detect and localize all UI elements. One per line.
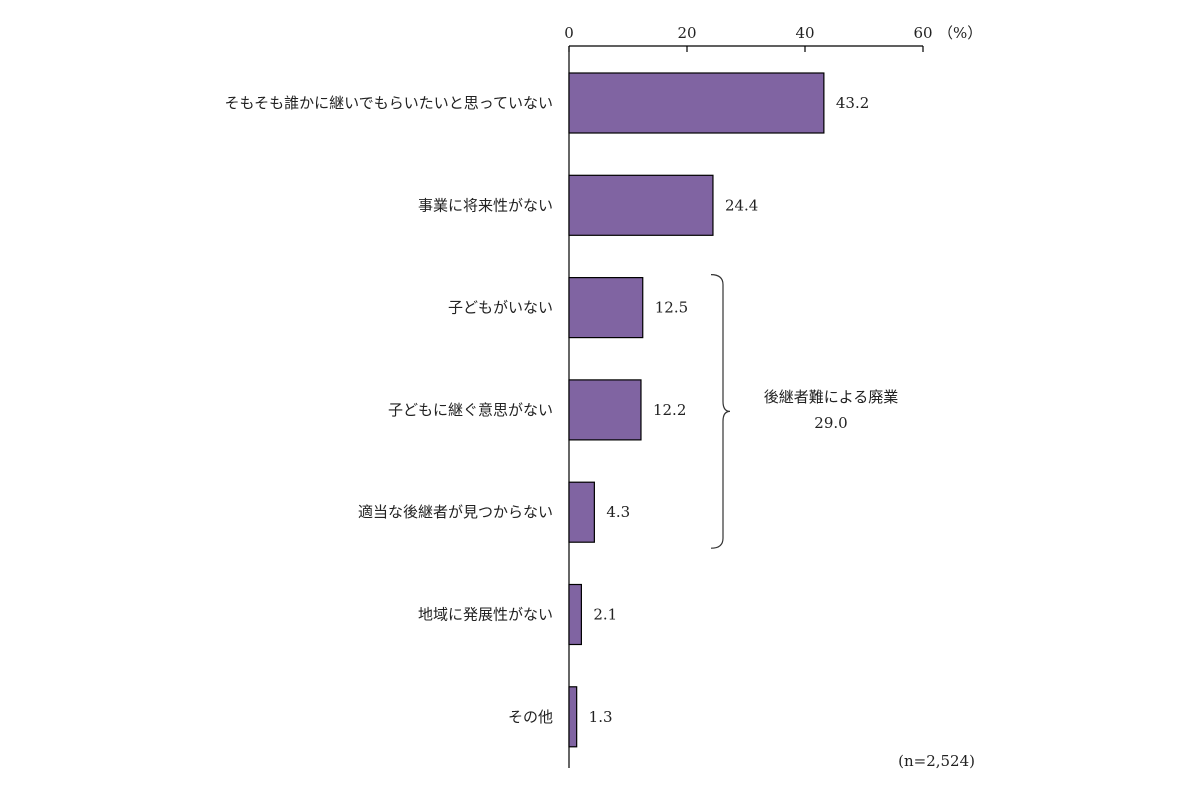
category-label: 事業に将来性がない	[418, 196, 553, 214]
category-label: その他	[508, 708, 553, 726]
bar	[568, 174, 714, 236]
bar	[568, 379, 642, 441]
x-tick-label: 40	[795, 24, 814, 42]
bar-value-label: 4.3	[606, 503, 630, 521]
bar	[568, 583, 582, 646]
category-label: そもそも誰かに継いでもらいたいと思っていない	[224, 94, 553, 112]
category-labels-group: そもそも誰かに継いでもらいたいと思っていない事業に将来性がない子どもがいない子ど…	[224, 94, 553, 726]
sample-size-note: (n=2,524)	[898, 752, 975, 770]
category-label: 地域に発展性がない	[418, 606, 553, 624]
successor-bracket	[710, 274, 731, 549]
bar	[568, 481, 595, 543]
bars-group: 43.2 24.4 12.5 12.2 4.3 2.1 1.3	[568, 72, 869, 748]
category-label: 子どもに継ぐ意思がない	[388, 401, 553, 419]
bar	[568, 72, 825, 134]
bar-value-label: 2.1	[593, 606, 617, 624]
x-tick-label: 60	[913, 24, 932, 42]
bracket-value-label: 29.0	[814, 414, 847, 432]
axis-unit-label: （%）	[938, 24, 982, 42]
successor-bracket-group: 後継者難による廃業 29.0	[710, 274, 899, 549]
bar-value-label: 24.4	[725, 196, 758, 214]
bar	[568, 686, 578, 748]
bracket-label: 後継者難による廃業	[764, 388, 899, 406]
bar-value-label: 12.2	[653, 401, 686, 419]
x-tick-label: 20	[677, 24, 696, 42]
x-axis: 0 20 40 60	[564, 24, 933, 768]
bar-value-label: 43.2	[836, 94, 869, 112]
category-label: 適当な後継者が見つからない	[358, 503, 553, 521]
bar-value-label: 1.3	[589, 708, 613, 726]
bar-value-label: 12.5	[655, 299, 688, 317]
bar	[568, 277, 644, 339]
category-label: 子どもがいない	[448, 299, 553, 317]
x-tick-label: 0	[564, 24, 574, 42]
